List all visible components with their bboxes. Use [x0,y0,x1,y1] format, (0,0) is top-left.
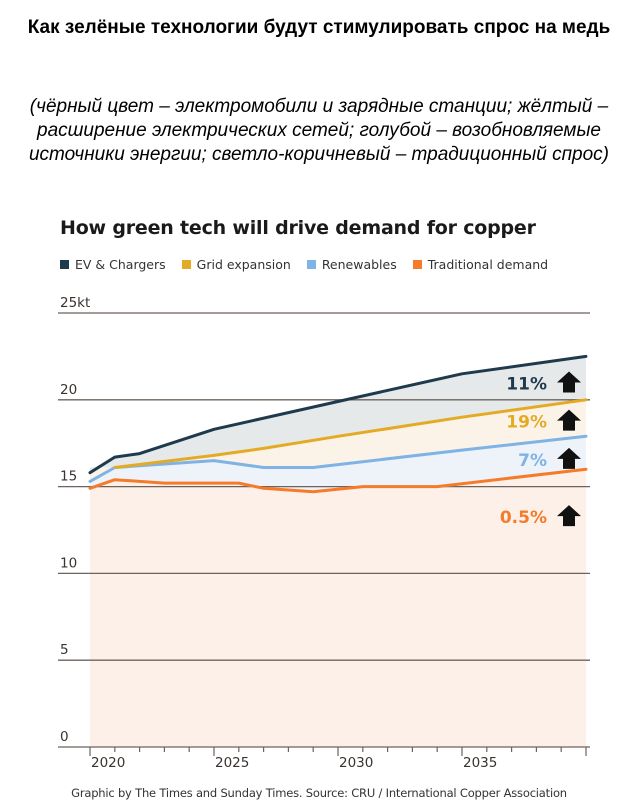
growth-label-renewables: 7% [518,451,547,471]
y-tick-label-10: 10 [60,555,77,571]
arrow-up-icon [557,371,581,393]
x-tick-label-2035: 2035 [463,755,497,771]
x-tick-label-2030: 2030 [339,755,373,771]
legend-item-ev: EV & Chargers [60,257,166,272]
growth-label-ev: 11% [506,374,547,394]
arrow-up-icon [557,447,581,469]
y-tick-label-5: 5 [60,642,69,658]
area-grid-expansion [90,399,586,482]
source-footer: Graphic by The Times and Sunday Times. S… [71,786,567,800]
legend-swatch-grid [181,260,191,269]
y-tick-label-15: 15 [60,469,77,485]
chart-legend: EV & Chargers Grid expansion Renewables … [60,257,548,272]
page-subtitle-ru: (чёрный цвет – электромобили и зарядные … [28,96,610,165]
y-tick-label-20: 20 [60,382,77,398]
area-traditional-demand [90,469,586,747]
legend-swatch-renewables [306,260,316,269]
legend-item-grid: Grid expansion [181,257,291,272]
line-ev-chargers [88,354,588,475]
legend-swatch-traditional [412,260,422,269]
legend-label-traditional: Traditional demand [427,257,549,272]
legend-item-renewables: Renewables [306,257,397,272]
page-title-ru: Как зелёные технологии будут стимулирова… [27,17,611,38]
x-tick-label-2020: 2020 [91,755,125,771]
arrow-up-icon [557,505,581,527]
line-grid-expansion [113,398,588,469]
legend-item-traditional: Traditional demand [412,257,549,272]
area-ev-chargers [90,356,586,473]
x-tick-label-2025: 2025 [215,755,249,771]
legend-swatch-ev [60,260,69,269]
growth-label-traditional: 0.5% [500,508,547,528]
y-tick-label-25: 25kt [60,295,90,311]
legend-label-ev: EV & Chargers [75,257,166,272]
growth-label-grid: 19% [506,413,547,433]
y-tick-label-0: 0 [60,729,69,745]
chart-title: How green tech will drive demand for cop… [60,217,536,239]
legend-label-renewables: Renewables [321,257,397,272]
legend-label-grid: Grid expansion [196,257,291,272]
arrow-up-icon [557,409,581,431]
line-traditional-demand [88,467,588,494]
